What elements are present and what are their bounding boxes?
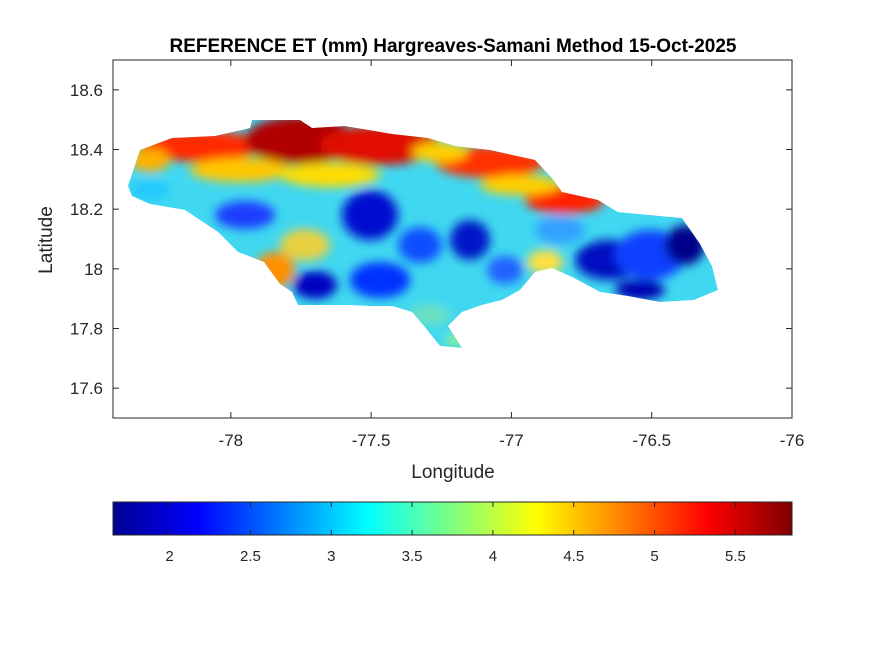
y-tick-label: 18 — [84, 260, 103, 279]
colorbar-ticks: 2 2.5 3 3.5 4 4.5 5 5.5 — [165, 502, 746, 565]
colorbar-tick-label: 5.5 — [725, 548, 746, 565]
colorbar-tick-label: 2.5 — [240, 548, 261, 565]
x-tick-label: -78 — [219, 431, 244, 450]
x-tick-label: -76 — [780, 431, 805, 450]
colorbar — [112, 501, 793, 536]
x-axis-ticks: -78 -77.5 -77 -76.5 -76 — [219, 60, 805, 450]
plot-area — [112, 59, 793, 419]
y-tick-label: 17.6 — [70, 379, 103, 398]
x-axis-label: Longitude — [411, 462, 494, 483]
y-axis-label: Latitude — [36, 206, 57, 274]
colorbar-tick-label: 5 — [650, 548, 658, 565]
colorbar-tick-label: 3.5 — [402, 548, 423, 565]
colorbar-tick-label: 4.5 — [563, 548, 584, 565]
colorbar-tick-label: 4 — [489, 548, 497, 565]
y-tick-label: 17.8 — [70, 320, 103, 339]
y-axis-ticks: 17.6 17.8 18 18.2 18.4 18.6 — [70, 81, 792, 398]
et-heatmap — [128, 120, 718, 348]
x-tick-label: -76.5 — [632, 431, 671, 450]
y-tick-label: 18.6 — [70, 81, 103, 100]
map-title: REFERENCE ET (mm) Hargreaves-Samani Meth… — [170, 36, 737, 57]
colorbar-tick-label: 2 — [165, 548, 173, 565]
y-tick-label: 18.4 — [70, 141, 103, 160]
x-tick-label: -77.5 — [352, 431, 391, 450]
y-tick-label: 18.2 — [70, 200, 103, 219]
x-tick-label: -77 — [499, 431, 524, 450]
colorbar-tick-label: 3 — [327, 548, 335, 565]
